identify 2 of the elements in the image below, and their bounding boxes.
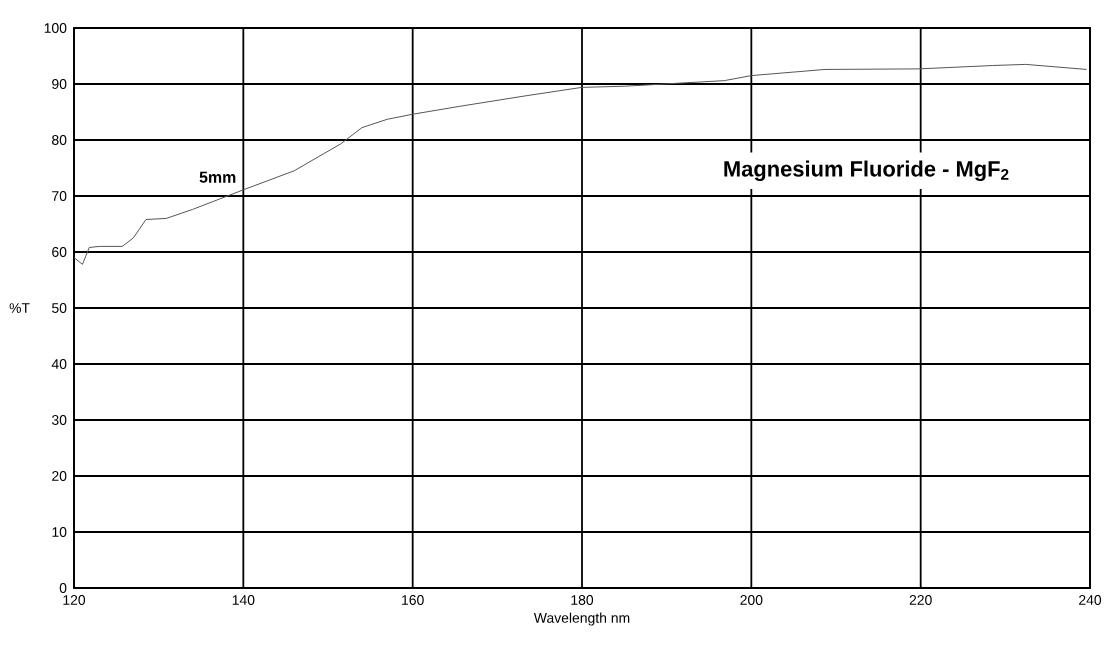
line-series [73,63,1088,265]
text: Magnesium Fluoride - MgF$_{2}$ [724,160,1009,182]
